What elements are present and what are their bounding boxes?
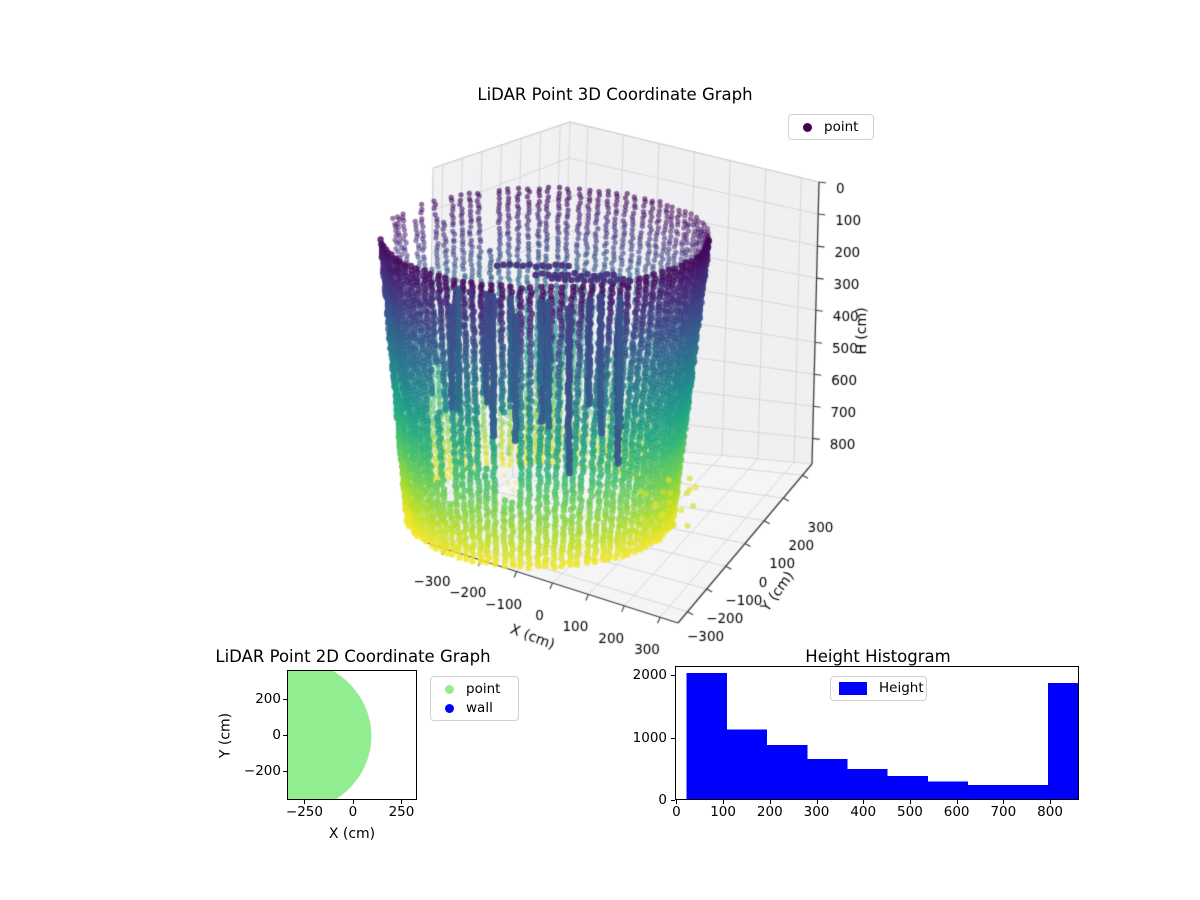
plot2d-xlabel: X (cm) — [328, 826, 376, 842]
plot2d-title: LiDAR Point 2D Coordinate Graph — [215, 647, 491, 666]
histogram-x-tickmark — [909, 800, 911, 804]
plot2d-y-tickmark — [283, 771, 287, 772]
histogram-legend: Height — [830, 676, 927, 701]
plot2d-x-tick-label: 250 — [388, 804, 415, 820]
histogram-bar — [807, 759, 848, 799]
plot3d-title: LiDAR Point 3D Coordinate Graph — [477, 85, 753, 104]
plot2d-y-tick-label: 0 — [272, 727, 281, 743]
histogram-bar — [726, 729, 768, 799]
histogram-x-tickmark — [1003, 800, 1005, 804]
histogram-x-tick-label: 800 — [1037, 804, 1063, 820]
height-swatch-icon — [839, 682, 867, 695]
plot3d-legend-label: point — [824, 118, 859, 135]
wall-marker-icon — [445, 703, 454, 713]
plot2d-legend-label-wall: wall — [466, 699, 493, 716]
histogram-y-tick-label: 1000 — [632, 729, 667, 746]
histogram-bar — [767, 744, 808, 799]
histogram-x-tick-label: 400 — [850, 804, 877, 820]
plot3d-legend: point — [788, 114, 874, 140]
plot2d-y-tick-label: −200 — [243, 763, 281, 779]
histogram-bars — [686, 673, 1078, 799]
histogram-y-tickmark — [671, 800, 675, 801]
plot2d-legend: point wall — [430, 676, 519, 721]
histogram-y-tickmark — [671, 737, 675, 739]
plot2d-y-tick-label: 200 — [255, 690, 281, 707]
histogram-bar — [686, 673, 727, 799]
histogram-y-tick-label: 2000 — [632, 667, 667, 684]
plot3d-legend-item: point — [797, 118, 863, 137]
plot2d-point-region — [288, 671, 372, 799]
histogram-y-tickmark — [671, 675, 675, 677]
plot2d-y-tickmark — [283, 698, 287, 700]
histogram-x-tick-label: 600 — [943, 804, 970, 820]
histogram-x-tickmark — [676, 800, 678, 804]
histogram-title: Height Histogram — [805, 647, 951, 666]
histogram-bar — [967, 784, 1009, 799]
point-disc — [288, 671, 372, 799]
histogram-bar — [887, 776, 928, 799]
histogram-x-tickmark — [769, 800, 771, 804]
point-marker-icon — [445, 684, 454, 694]
plot2d-y-tickmark — [283, 735, 287, 736]
histogram-x-tick-label: 0 — [672, 804, 681, 820]
histogram-bar — [1048, 683, 1078, 799]
histogram-x-tick-label: 300 — [803, 804, 830, 820]
histogram-x-tick-label: 700 — [990, 804, 1017, 820]
plot2d-legend-item-wall: wall — [439, 699, 508, 718]
plot2d-x-tickmark — [304, 800, 306, 804]
plot2d-x-tick-label: −250 — [285, 804, 323, 820]
histogram-y-tick-label: 0 — [658, 792, 667, 808]
plot2d-x-tickmark — [401, 800, 403, 804]
histogram-x-tickmark — [956, 800, 958, 804]
plot2d-axes — [287, 670, 417, 800]
histogram-bar — [927, 781, 968, 799]
histogram-x-tick-label: 500 — [897, 804, 923, 820]
histogram-x-tickmark — [723, 800, 725, 804]
plot2d-legend-item-point: point — [439, 680, 508, 699]
histogram-legend-label: Height — [879, 680, 924, 696]
plot2d-legend-label-point: point — [466, 680, 501, 697]
histogram-x-tickmark — [1050, 800, 1052, 804]
plot2d-ylabel: Y (cm) — [217, 712, 234, 759]
histogram-bar — [1008, 784, 1049, 799]
histogram-x-tick-label: 100 — [710, 804, 736, 820]
histogram-bar — [847, 769, 888, 799]
histogram-legend-item: Height — [839, 679, 924, 698]
point-marker-icon — [803, 122, 812, 132]
histogram-x-tickmark — [816, 800, 818, 804]
histogram-x-tick-label: 200 — [756, 804, 783, 820]
plot2d-x-tickmark — [352, 800, 354, 804]
histogram-x-tickmark — [863, 800, 865, 804]
plot2d-x-tick-label: 0 — [348, 804, 358, 820]
